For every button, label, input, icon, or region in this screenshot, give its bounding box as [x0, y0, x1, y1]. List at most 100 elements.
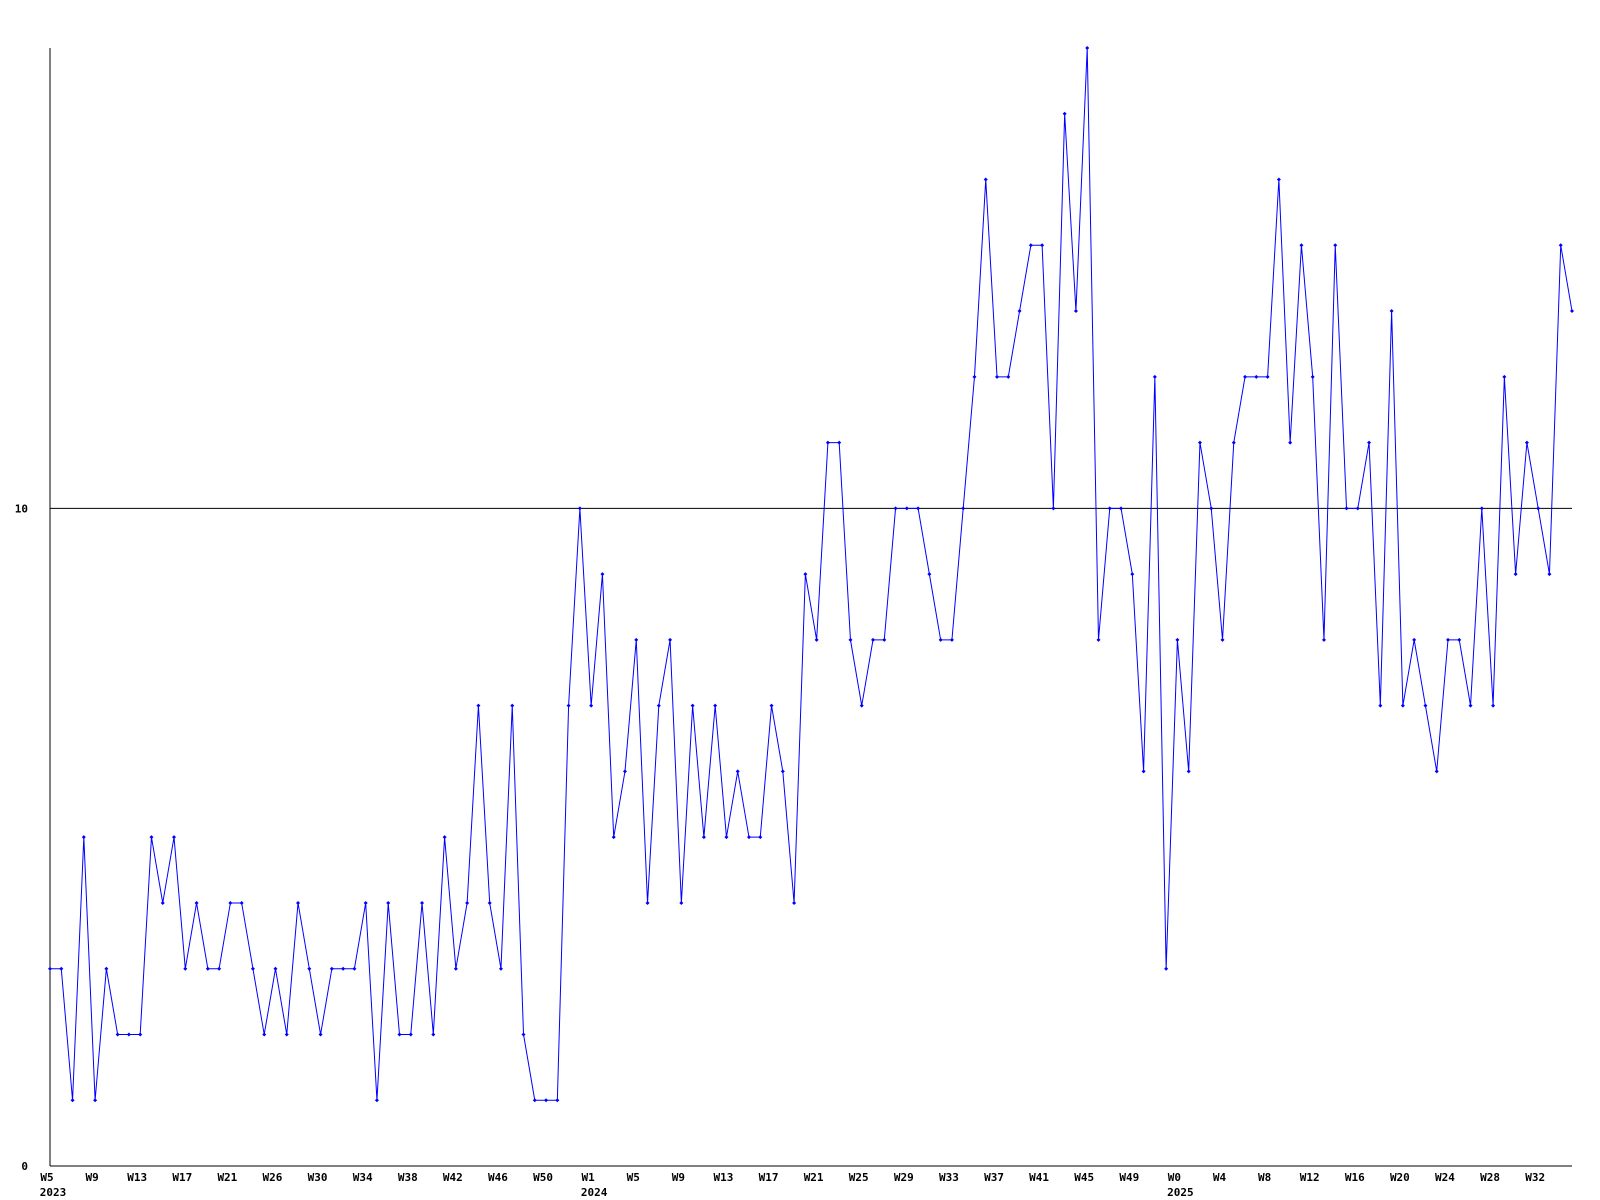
- data-point: [386, 900, 391, 905]
- x-tick-label: W32: [1525, 1171, 1545, 1184]
- data-point: [713, 703, 718, 708]
- data-point: [59, 966, 64, 971]
- x-tick-label: W13: [127, 1171, 147, 1184]
- data-point: [1558, 243, 1563, 248]
- data-point: [555, 1098, 560, 1103]
- data-point: [273, 966, 278, 971]
- data-point: [217, 966, 222, 971]
- data-point: [1197, 440, 1202, 445]
- data-line: [50, 47, 1573, 1101]
- y-tick-label: 10: [15, 502, 28, 515]
- data-point: [250, 966, 255, 971]
- x-tick-label: W46: [488, 1171, 508, 1184]
- data-point: [1491, 703, 1496, 708]
- x-tick-label: W4: [1213, 1171, 1227, 1184]
- data-point: [848, 637, 853, 642]
- data-point: [487, 900, 492, 905]
- x-tick-label: W28: [1480, 1171, 1500, 1184]
- data-point: [1141, 769, 1146, 774]
- data-point: [1468, 703, 1473, 708]
- data-point: [611, 835, 616, 840]
- data-point: [983, 177, 988, 182]
- data-point: [160, 900, 165, 905]
- x-tick-label: W12: [1300, 1171, 1320, 1184]
- data-point: [341, 966, 346, 971]
- y-tick-label: 0: [21, 1160, 28, 1173]
- data-point: [307, 966, 312, 971]
- data-point: [1006, 374, 1011, 379]
- data-point: [284, 1032, 289, 1037]
- data-point: [352, 966, 357, 971]
- data-point: [374, 1098, 379, 1103]
- x-tick-label: W50: [533, 1171, 553, 1184]
- data-point: [600, 572, 605, 577]
- data-point: [769, 703, 774, 708]
- data-point: [622, 769, 627, 774]
- x-tick-label: W37: [984, 1171, 1004, 1184]
- data-point: [442, 835, 447, 840]
- data-point: [780, 769, 785, 774]
- x-tick-label: W5: [627, 1171, 640, 1184]
- data-point: [1220, 637, 1225, 642]
- data-point: [363, 900, 368, 905]
- data-point: [48, 966, 52, 971]
- data-point: [1040, 243, 1045, 248]
- data-point: [1445, 637, 1450, 642]
- data-point: [420, 900, 425, 905]
- data-point: [138, 1032, 143, 1037]
- data-point: [1344, 506, 1349, 511]
- data-point: [1400, 703, 1405, 708]
- data-point: [1412, 637, 1417, 642]
- x-tick-label: W21: [217, 1171, 237, 1184]
- data-point: [115, 1032, 120, 1037]
- data-point: [1378, 703, 1383, 708]
- data-point: [1547, 572, 1552, 577]
- data-point: [1457, 637, 1462, 642]
- data-point: [296, 900, 301, 905]
- data-point: [589, 703, 594, 708]
- data-point: [1502, 374, 1507, 379]
- data-point: [149, 835, 154, 840]
- x-tick-label: W38: [398, 1171, 418, 1184]
- data-point: [746, 835, 751, 840]
- data-point: [1231, 440, 1236, 445]
- data-point: [645, 900, 650, 905]
- data-point: [1028, 243, 1033, 248]
- data-point: [1073, 309, 1078, 314]
- x-tick-label: W16: [1345, 1171, 1365, 1184]
- data-point: [70, 1098, 75, 1103]
- data-point: [1119, 506, 1124, 511]
- data-point: [1130, 572, 1135, 577]
- data-point: [205, 966, 210, 971]
- x-tick-label: W5: [40, 1171, 53, 1184]
- data-point: [1243, 374, 1248, 379]
- data-point: [679, 900, 684, 905]
- x-tick-label: W26: [263, 1171, 283, 1184]
- data-point: [1186, 769, 1191, 774]
- data-point: [397, 1032, 402, 1037]
- data-point: [521, 1032, 526, 1037]
- data-point: [1107, 506, 1112, 511]
- data-point: [81, 835, 86, 840]
- data-point: [1299, 243, 1304, 248]
- data-point: [498, 966, 503, 971]
- data-point: [228, 900, 233, 905]
- data-point: [1017, 309, 1022, 314]
- data-point: [961, 506, 966, 511]
- x-tick-label: W45: [1074, 1171, 1094, 1184]
- data-point: [949, 637, 954, 642]
- data-point: [510, 703, 515, 708]
- x-tick-label: W21: [804, 1171, 824, 1184]
- data-point: [1321, 637, 1326, 642]
- data-point: [1423, 703, 1428, 708]
- x-tick-label: W42: [443, 1171, 463, 1184]
- x-tick-label: W8: [1258, 1171, 1271, 1184]
- data-point: [904, 506, 909, 511]
- data-point: [814, 637, 819, 642]
- data-point: [1164, 966, 1169, 971]
- data-point: [1367, 440, 1372, 445]
- data-point: [916, 506, 921, 511]
- data-point: [172, 835, 177, 840]
- data-point: [995, 374, 1000, 379]
